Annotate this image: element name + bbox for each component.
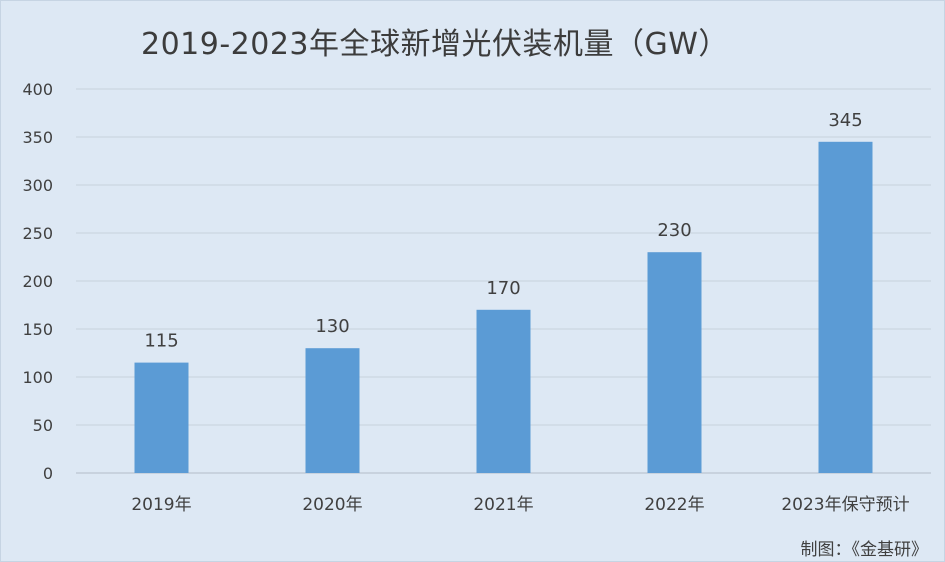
y-tick-label: 350	[22, 128, 53, 147]
data-label: 230	[657, 220, 691, 241]
bar	[305, 348, 360, 473]
x-axis: 2019年 2020年 2021年 2022年 2023年保守预计	[131, 495, 909, 515]
y-tick-label: 50	[33, 416, 53, 435]
y-tick-label: 250	[22, 224, 53, 243]
x-tick-label: 2022年	[644, 495, 704, 515]
x-tick-label: 2021年	[473, 495, 533, 515]
y-tick-label: 400	[22, 80, 53, 99]
chart-title: 2019-2023年全球新增光伏装机量（GW）	[141, 27, 729, 62]
bar	[476, 309, 531, 473]
chart-credit: 制图：《金基研》	[800, 540, 929, 560]
y-tick-label: 0	[43, 464, 53, 483]
x-tick-label: 2019年	[131, 495, 191, 515]
y-tick-label: 200	[22, 272, 53, 291]
bar	[134, 362, 189, 473]
bar	[818, 141, 873, 474]
bars	[134, 141, 873, 474]
x-tick-label: 2020年	[302, 495, 362, 515]
data-label: 345	[828, 110, 862, 131]
y-tick-label: 300	[22, 176, 53, 195]
data-labels: 115 130 170 230 345	[144, 110, 862, 352]
y-axis: 0 50 100 150 200 250 300 350 400	[22, 80, 53, 483]
data-label: 130	[315, 316, 349, 337]
y-tick-label: 100	[22, 368, 53, 387]
data-label: 115	[144, 331, 178, 352]
bar	[647, 252, 702, 473]
data-label: 170	[486, 278, 520, 299]
y-tick-label: 150	[22, 320, 53, 339]
x-tick-label: 2023年保守预计	[781, 495, 909, 515]
